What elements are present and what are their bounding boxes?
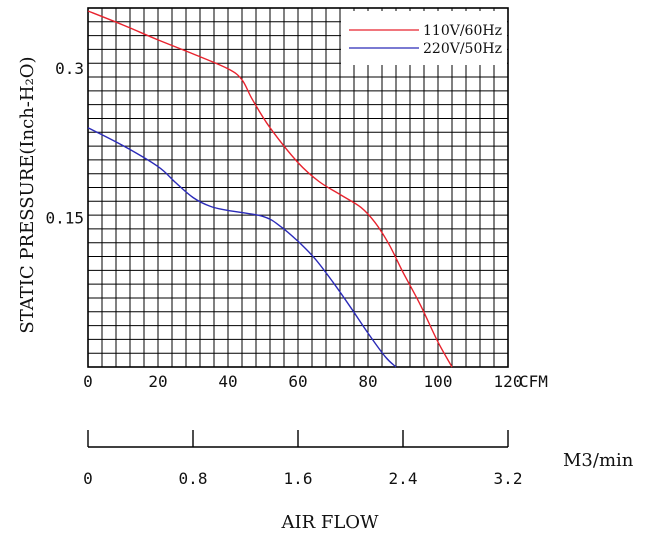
x2-tick-label: 0 xyxy=(83,469,93,488)
x2-tick-label: 1.6 xyxy=(284,469,313,488)
x-axis-unit: CFM xyxy=(519,372,548,391)
series-line-1 xyxy=(87,10,453,368)
y-axis-label: STATIC PRESSURE(Inch-H₂O) xyxy=(17,56,38,333)
plot-frame xyxy=(87,7,509,368)
y-tick-label: 0.15 xyxy=(45,208,84,227)
secondary-x-axis: M3/min 0 0.8 1.6 2.4 3.2 xyxy=(83,430,634,488)
x-tick-label: 100 xyxy=(424,372,453,391)
series-line-2 xyxy=(87,127,397,368)
y-tick-label: 0.3 xyxy=(55,59,84,78)
legend-box xyxy=(341,11,507,65)
x-tick-label: 0 xyxy=(83,372,93,391)
x2-tick-label: 0.8 xyxy=(179,469,208,488)
x-tick-label: 40 xyxy=(218,372,237,391)
legend-label-1: 110V/60Hz xyxy=(423,23,502,39)
x2-tick-label: 2.4 xyxy=(389,469,418,488)
grid xyxy=(87,7,509,368)
x-tick-label: 80 xyxy=(358,372,377,391)
x-tick-label: 20 xyxy=(148,372,167,391)
x2-tick-label: 3.2 xyxy=(494,469,523,488)
x-tick-label: 120 xyxy=(494,372,523,391)
x-axis-title: AIR FLOW xyxy=(280,512,379,533)
series-layer xyxy=(87,10,453,368)
legend: 110V/60Hz 220V/50Hz xyxy=(341,11,507,65)
x-tick-label: 60 xyxy=(288,372,307,391)
legend-label-2: 220V/50Hz xyxy=(423,41,502,57)
y-axis: STATIC PRESSURE(Inch-H₂O) 0.3 0.15 xyxy=(17,56,84,333)
x-axis: CFM 0 20 40 60 80 100 120 xyxy=(83,372,548,391)
x2-axis-unit: M3/min xyxy=(563,450,634,471)
